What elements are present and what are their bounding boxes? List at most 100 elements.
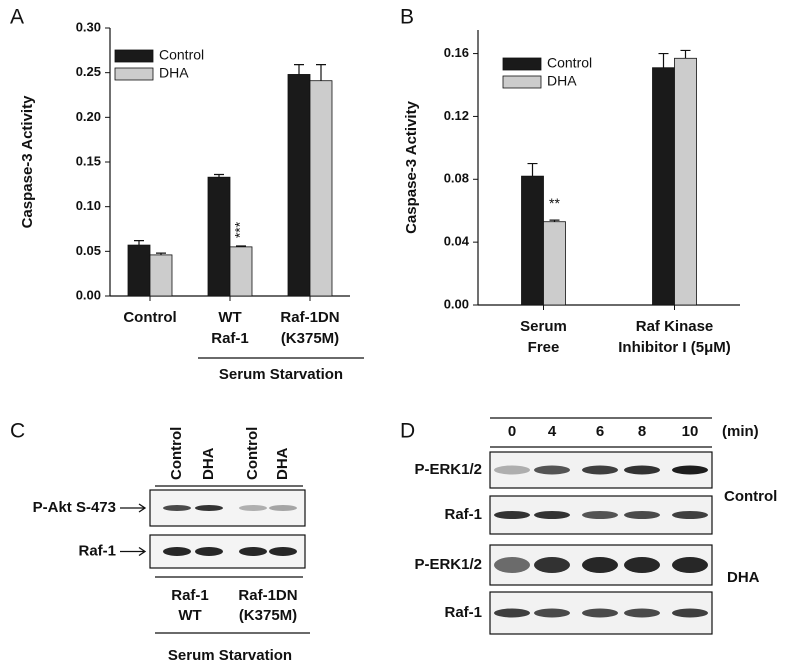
blot-band <box>494 511 530 519</box>
legend-label: DHA <box>547 73 577 89</box>
lane-label: 10 <box>682 423 699 440</box>
y-tick-label: 0.05 <box>76 243 101 258</box>
y-tick-label: 0.08 <box>444 171 469 186</box>
x-tick-label: Serum <box>520 318 567 335</box>
blot-band <box>163 505 191 511</box>
bar <box>652 67 675 306</box>
error-bar <box>680 49 691 59</box>
panel-letter: C <box>10 420 25 443</box>
blot-band <box>672 511 708 519</box>
lane-label: Control <box>168 427 185 480</box>
lane-label: DHA <box>200 447 217 480</box>
error-bar <box>156 252 166 255</box>
row-label: P-ERK1/2 <box>414 556 482 573</box>
legend-swatch <box>502 75 542 89</box>
y-tick-label: 0.30 <box>76 19 101 34</box>
arrow <box>120 546 147 557</box>
blot-band <box>624 511 660 519</box>
y-axis-label: Caspase-3 Activity <box>403 100 420 233</box>
error-bar <box>316 64 326 81</box>
x-tick-label: Control <box>123 309 176 326</box>
blot-band <box>582 557 618 573</box>
row-label: P-ERK1/2 <box>414 461 482 478</box>
bar <box>149 254 173 297</box>
bar <box>207 176 231 297</box>
blot-band <box>672 557 708 573</box>
y-tick-label: 0.16 <box>444 45 469 60</box>
error-bar <box>527 162 538 177</box>
error-bar <box>134 240 144 246</box>
significance: *** <box>232 221 248 238</box>
panel-letter: A <box>10 6 24 29</box>
blot-band <box>582 608 618 618</box>
row-label: Raf-1 <box>78 542 116 559</box>
bar <box>229 246 253 297</box>
y-tick-label: 0.00 <box>76 287 101 302</box>
blot-band <box>239 547 267 556</box>
x-tick-label: Raf-1DN <box>280 309 339 326</box>
blot-band <box>582 511 618 519</box>
condition-label: Control <box>724 488 777 505</box>
group-label: WT <box>178 607 201 624</box>
x-tick-label: Raf-1 <box>211 330 249 347</box>
blot-band <box>269 505 297 511</box>
bar <box>127 244 151 297</box>
row-label: Raf-1 <box>444 506 482 523</box>
legend-label: Control <box>159 47 204 63</box>
x-tick-label: Raf Kinase <box>636 318 714 335</box>
lane-label: 0 <box>508 423 516 440</box>
error-bar <box>214 173 224 178</box>
blot-band <box>534 557 570 573</box>
y-tick-label: 0.15 <box>76 153 101 168</box>
blot-band <box>624 608 660 618</box>
footer-label: Serum Starvation <box>168 647 292 664</box>
legend-label: DHA <box>159 65 189 81</box>
group-label: Raf-1DN <box>238 587 297 604</box>
blot-band <box>494 465 530 475</box>
blot-band <box>269 547 297 556</box>
error-bar <box>294 64 304 75</box>
error-bar <box>658 52 669 68</box>
blot-band <box>494 608 530 618</box>
bar <box>543 221 566 306</box>
arrow <box>120 503 147 513</box>
row-label: P-Akt S-473 <box>33 499 116 516</box>
bar <box>287 74 311 297</box>
blot-band <box>534 608 570 618</box>
legend-swatch <box>114 67 154 81</box>
x-tick-label: WT <box>218 309 241 326</box>
unit-label: (min) <box>722 423 759 440</box>
legend-label: Control <box>547 55 592 71</box>
blot-band <box>239 505 267 511</box>
legend-swatch <box>502 57 542 71</box>
blot-band <box>672 608 708 618</box>
bar <box>674 57 697 306</box>
x-tick-label: (K375M) <box>281 330 339 347</box>
y-tick-label: 0.04 <box>444 234 470 249</box>
blot-band <box>195 547 223 556</box>
y-tick-label: 0.00 <box>444 296 469 311</box>
lane-label: 8 <box>638 423 646 440</box>
y-tick-label: 0.10 <box>76 198 101 213</box>
y-axis-label: Caspase-3 Activity <box>19 95 36 228</box>
blot-band <box>195 505 223 511</box>
lane-label: 6 <box>596 423 604 440</box>
y-tick-label: 0.12 <box>444 108 469 123</box>
blot-band <box>624 557 660 573</box>
panel-letter: D <box>400 420 415 443</box>
blot-band <box>582 465 618 475</box>
bar <box>309 80 333 297</box>
bar <box>521 175 544 306</box>
row-label: Raf-1 <box>444 604 482 621</box>
group-label: Raf-1 <box>171 587 209 604</box>
blot-band <box>494 557 530 573</box>
error-bar <box>236 245 246 247</box>
x-tick-label: Inhibitor I (5μM) <box>618 339 731 356</box>
lane-label: DHA <box>274 447 291 480</box>
blot-band <box>624 465 660 475</box>
error-bar <box>549 219 560 222</box>
blot-band <box>534 465 570 475</box>
blot-band <box>534 511 570 519</box>
legend-swatch <box>114 49 154 63</box>
